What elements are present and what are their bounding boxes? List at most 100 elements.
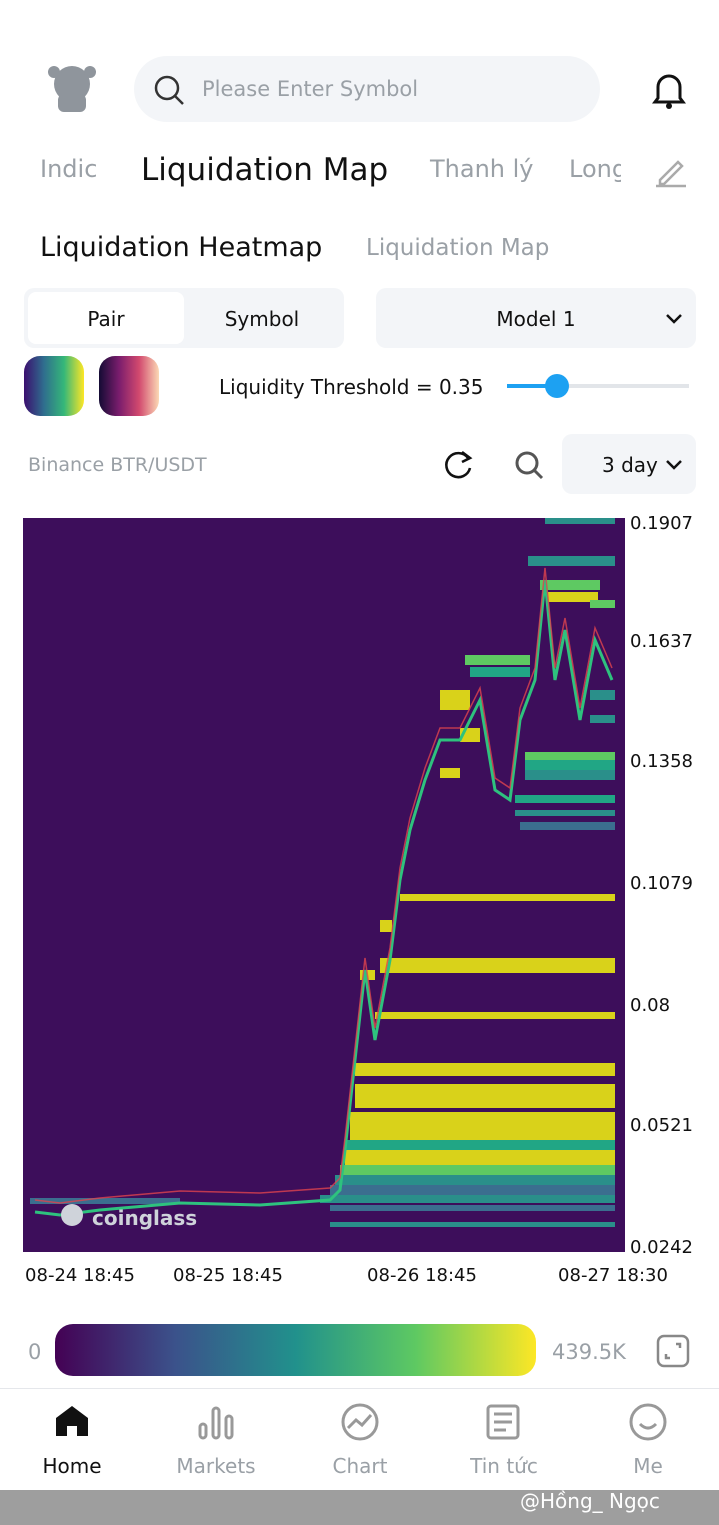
heat-band [30,1198,180,1204]
range-select[interactable] [562,434,696,494]
subtab[interactable]: Liquidation Map [366,235,550,261]
heat-band [515,795,615,803]
heat-band [400,894,615,901]
heat-band [525,770,615,780]
watermark: coinglass [92,1206,197,1230]
icon [341,1403,379,1441]
tab[interactable]: Long [569,155,621,183]
y-tick-label: 0.0521 [630,1115,693,1136]
nav-icon [626,1402,670,1448]
x-tick-label: 08-24 18:45 [25,1265,135,1286]
edit-icon[interactable] [654,154,688,188]
heat-band [340,1165,615,1175]
logo [48,66,96,112]
search-icon [154,75,184,105]
heat-band [335,1175,615,1185]
icon [198,1406,234,1440]
y-tick-label: 0.08 [630,995,670,1016]
heat-band [350,1112,615,1140]
x-tick-label: 08-25 18:45 [173,1265,283,1286]
heat-band [465,655,530,665]
watermark-logo [61,1204,83,1226]
nav-item[interactable]: Chart [332,1454,388,1478]
icon [629,1403,667,1441]
tab[interactable]: Indic [40,155,98,183]
refresh-icon[interactable] [440,448,476,482]
heat-band [440,690,470,710]
toggle-option[interactable]: Pair [87,307,125,331]
price-line [34,579,614,1217]
heatmap: coinglass 0.1907 0.1637 0.1358 0.1079 0.08 0.0… [23,513,693,1286]
search-placeholder: Please Enter Symbol [202,77,419,101]
slider-fill [507,384,557,388]
palette-viridis[interactable] [24,356,84,416]
nav-item[interactable]: Tin tức [470,1454,538,1478]
heat-band [355,1084,615,1108]
heat-band [330,1205,615,1211]
heat-band [380,958,615,973]
nav-icon [338,1402,382,1448]
heat-band [590,715,615,723]
toggle-selected [28,292,184,344]
tab[interactable]: Thanh lý [430,155,534,183]
slider-thumb[interactable] [545,374,569,398]
credit: @Hồng_ Ngọc [520,1489,660,1513]
nav-divider [0,1388,719,1389]
subtab-active[interactable]: Liquidation Heatmap [40,232,323,263]
heat-band [515,810,615,816]
search-box[interactable] [134,56,600,122]
nav-item[interactable]: Me [633,1454,663,1478]
heat-band [380,920,392,932]
bell-icon[interactable] [650,70,688,110]
price-wicks [34,567,613,1204]
system-bar [0,1490,719,1525]
fullscreen-icon[interactable] [656,1334,690,1368]
x-tick-label: 08-27 18:30 [558,1265,668,1286]
heat-band [545,518,615,524]
heat-band [525,752,615,760]
y-tick-label: 0.1637 [630,631,693,652]
heat-band [355,1063,615,1076]
heat-band [345,1150,615,1165]
y-tick-label: 0.1907 [630,513,693,534]
heat-band [528,556,615,566]
heat-band [520,822,615,830]
slider-track[interactable] [507,384,689,388]
chevron [666,460,682,470]
heat-band [548,592,598,602]
model-select[interactable] [376,288,696,348]
nav-item[interactable]: Home [42,1454,102,1478]
heat-band [590,690,615,700]
heat-band [525,760,615,770]
palette-magma[interactable] [99,356,159,416]
heat-band [375,1012,615,1019]
legend-max: 439.5K [552,1340,626,1364]
pair-label: Binance BTR/USDT [28,454,207,476]
heat-band [470,667,530,677]
nav-icon [194,1402,238,1448]
threshold-label: Liquidity Threshold = 0.35 [219,375,484,399]
colorbar [55,1324,536,1376]
nav-item[interactable]: Markets [176,1454,256,1478]
tab-active[interactable]: Liquidation Map [141,152,389,188]
heat-band [440,768,460,778]
y-tick-label: 0.0242 [630,1237,693,1258]
chevron [666,314,682,324]
model-label: Model 1 [496,307,576,331]
y-tick-label: 0.1358 [630,751,693,772]
range-label: 3 day [602,453,658,477]
zoom-icon[interactable] [512,448,546,482]
heat-band [330,1185,615,1195]
heat-band [320,1195,615,1203]
heat-band [345,1140,615,1150]
legend-min: 0 [28,1340,42,1364]
x-tick-label: 08-26 18:45 [367,1265,477,1286]
heat-band [330,1222,615,1227]
icon [486,1404,520,1440]
y-tick-label: 0.1079 [630,873,693,894]
heat-band [540,580,600,590]
icon [56,1406,88,1436]
toggle-option[interactable]: Symbol [224,307,300,331]
